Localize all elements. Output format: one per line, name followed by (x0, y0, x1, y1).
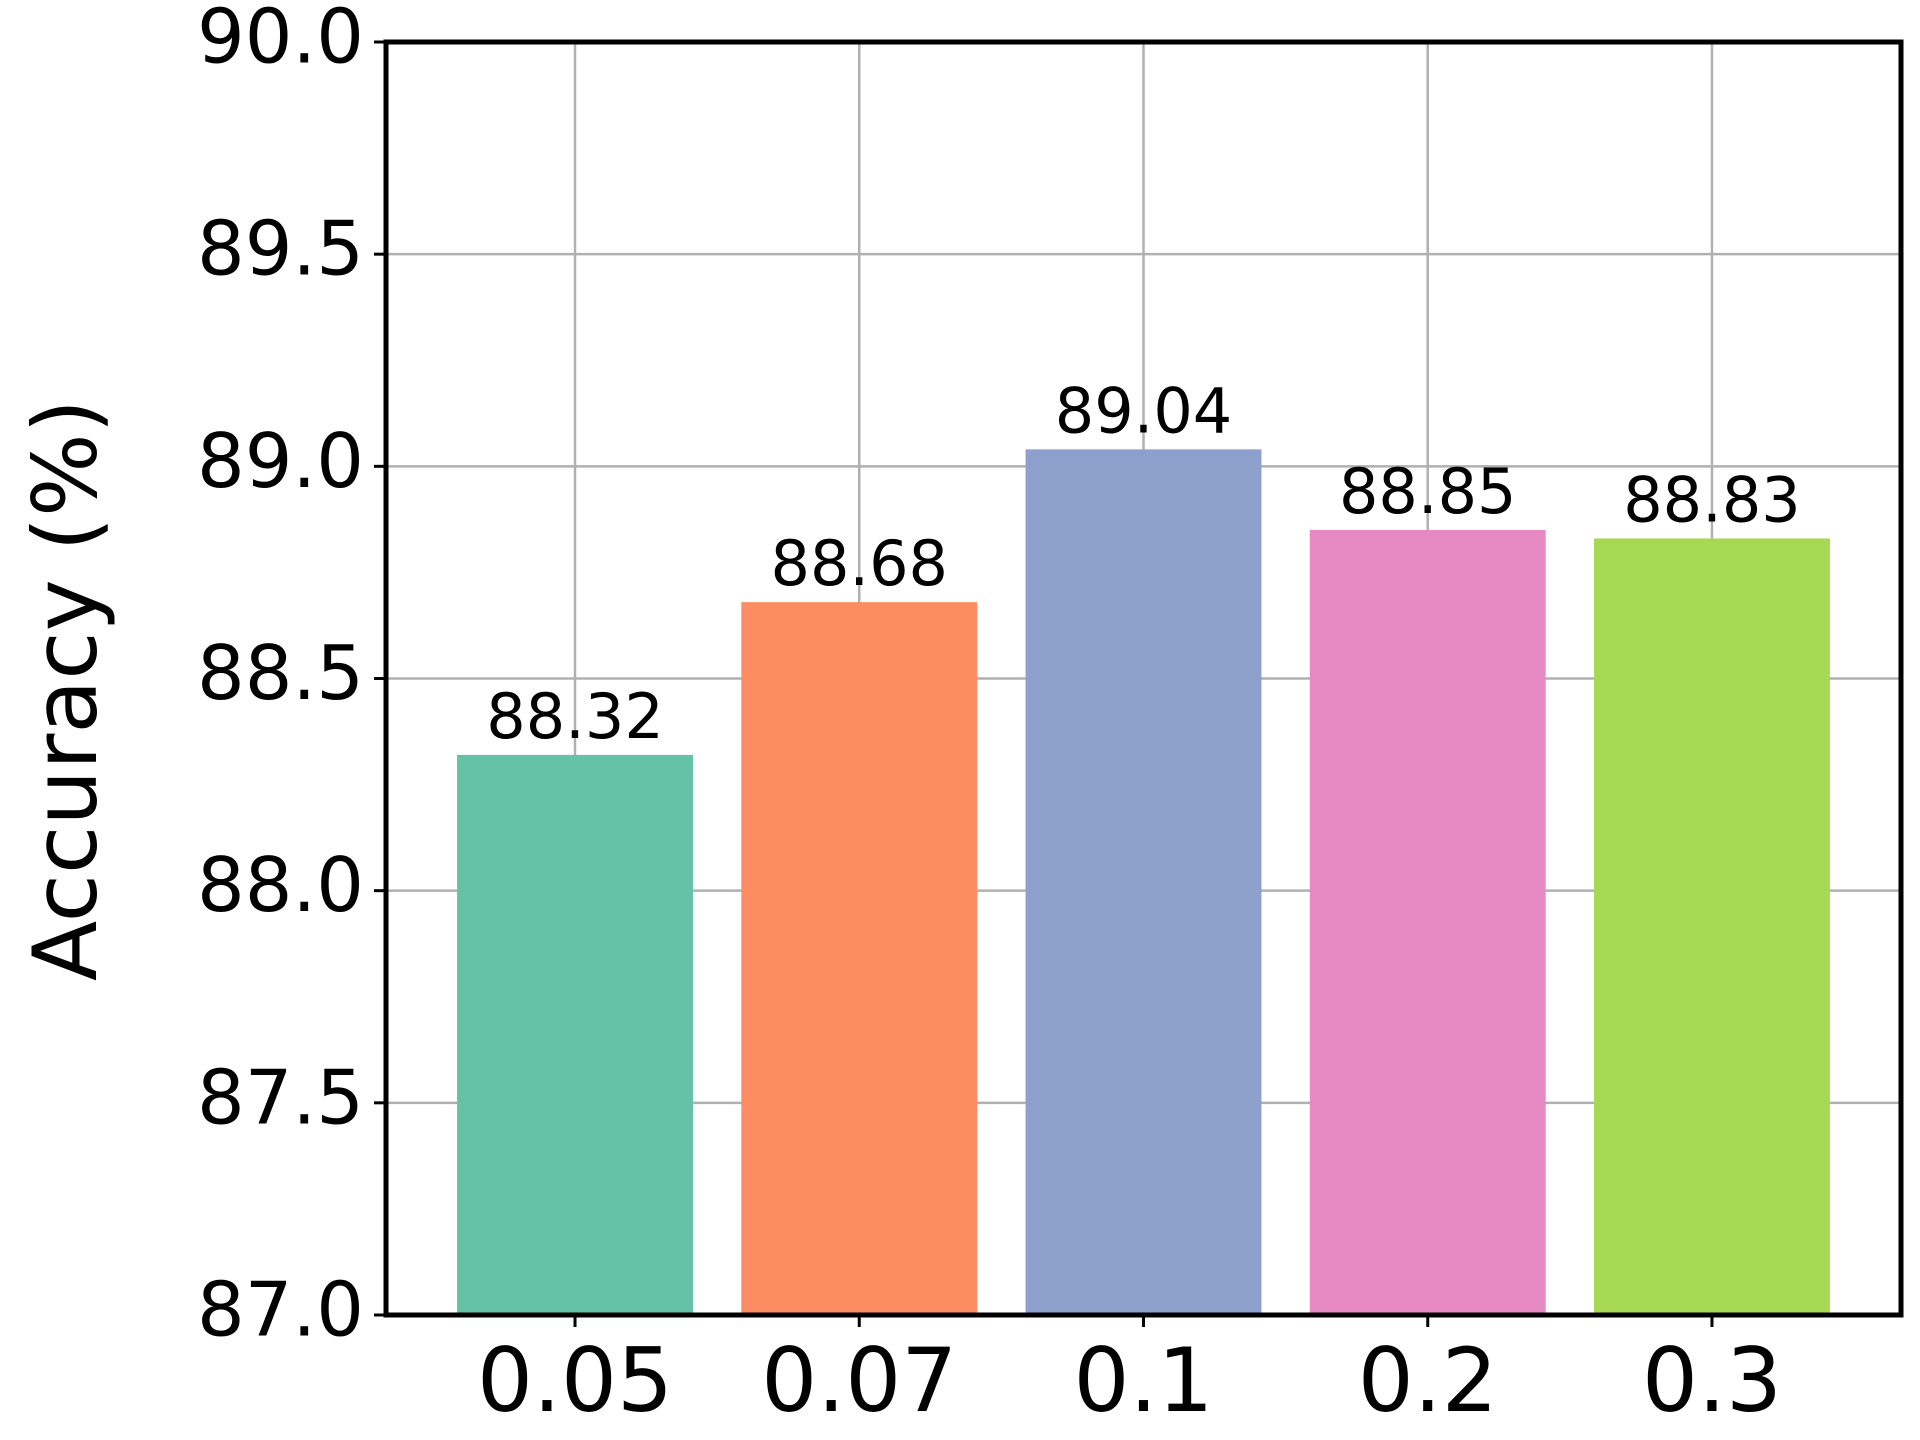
plot-frame (383, 39, 1904, 1318)
value-label: 89.04 (1055, 374, 1233, 447)
y-tick-label: 87.0 (197, 1266, 364, 1354)
y-tick-label: 89.5 (197, 205, 364, 293)
x-tick-label: 0.05 (477, 1329, 673, 1432)
y-tick-label: 88.5 (197, 629, 364, 717)
bar (457, 754, 693, 1315)
x-tick-label: 0.07 (761, 1329, 957, 1432)
y-axis-label: Accuracy (%) (14, 399, 117, 981)
y-tick-label: 89.0 (197, 417, 364, 505)
y-tick-label: 88.0 (197, 841, 364, 929)
bar (1025, 449, 1262, 1315)
y-tick-label: 90.0 (197, 0, 364, 81)
y-tick-label: 87.5 (197, 1053, 364, 1141)
value-label: 88.32 (486, 680, 664, 753)
bar (1594, 538, 1830, 1315)
value-label: 88.83 (1623, 464, 1801, 537)
x-tick-label: 0.1 (1074, 1329, 1214, 1432)
bar (741, 602, 978, 1315)
bar (1309, 529, 1546, 1315)
x-tick-label: 0.2 (1358, 1329, 1498, 1432)
value-label: 88.68 (771, 527, 949, 600)
x-tick-label: 0.3 (1642, 1329, 1782, 1432)
value-label: 88.85 (1339, 455, 1517, 528)
